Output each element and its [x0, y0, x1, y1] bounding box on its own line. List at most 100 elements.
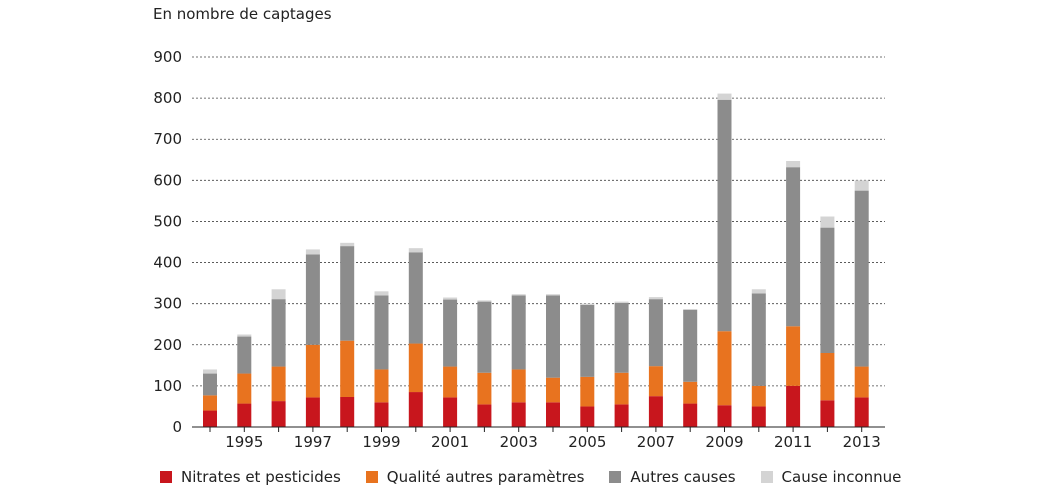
y-tick-label: 200	[153, 336, 182, 354]
bar-segment-qualite	[546, 377, 560, 403]
bar-segment-autres	[580, 304, 595, 377]
legend-item-qualite: Qualité autres paramètres	[365, 468, 585, 486]
bar-segment-nitrates	[477, 404, 492, 427]
bar-segment-autres	[408, 252, 423, 344]
bar-segment-qualite	[683, 381, 698, 404]
bar-segment-qualite	[820, 353, 835, 401]
bar-segment-qualite	[237, 373, 252, 404]
bar-segment-autres	[546, 295, 560, 378]
bar-segment-qualite	[717, 331, 732, 406]
legend-swatch-inconnue	[760, 471, 773, 483]
legend-label-inconnue: Cause inconnue	[781, 468, 902, 486]
bar-segment-nitrates	[374, 402, 389, 427]
legend-swatch-autres	[609, 471, 622, 483]
bar-segment-qualite	[614, 372, 629, 405]
bar-segment-autres	[614, 302, 629, 373]
legend-label-nitrates: Nitrates et pesticides	[181, 468, 341, 486]
bar-segment-autres	[717, 99, 732, 332]
bar-segment-inconnue	[717, 93, 732, 100]
x-tick-label: 1995	[225, 433, 263, 451]
bar-segment-autres	[374, 295, 389, 370]
bar-segment-qualite	[203, 395, 217, 411]
y-tick-label: 100	[153, 377, 182, 395]
bar-segment-inconnue	[820, 216, 835, 228]
bar-segment-inconnue	[580, 303, 595, 305]
bar-segment-inconnue	[374, 291, 389, 296]
bar-segment-autres	[854, 190, 869, 367]
bar-segment-inconnue	[271, 289, 286, 300]
bar-segment-qualite	[786, 326, 801, 386]
bar-segment-nitrates	[580, 406, 595, 427]
bar-segment-autres	[820, 227, 835, 353]
legend-label-autres: Autres causes	[630, 468, 736, 486]
bar-segment-nitrates	[683, 403, 698, 427]
bar-segment-qualite	[408, 343, 423, 393]
y-tick-label: 800	[153, 89, 182, 107]
bar-segment-inconnue	[443, 297, 458, 300]
bar-segment-qualite	[340, 340, 355, 397]
bar-segment-qualite	[477, 372, 492, 405]
x-tick-label: 1997	[294, 433, 332, 451]
bar-segment-autres	[511, 295, 526, 370]
bar-segment-nitrates	[614, 404, 629, 427]
bar-segment-inconnue	[203, 369, 217, 374]
x-tick-label: 1999	[362, 433, 400, 451]
x-tick-label: 2005	[568, 433, 606, 451]
y-tick-label: 400	[153, 254, 182, 272]
bar-segment-nitrates	[203, 410, 217, 427]
y-tick-label: 900	[153, 48, 182, 66]
bar-segment-nitrates	[717, 405, 732, 427]
x-tick-label: 2007	[637, 433, 675, 451]
bar-segment-nitrates	[786, 385, 801, 427]
bar-segment-nitrates	[751, 406, 766, 427]
bar-segment-inconnue	[683, 309, 698, 310]
bar-segment-autres	[271, 299, 286, 367]
y-tick-label: 300	[153, 295, 182, 313]
bar-segment-qualite	[511, 369, 526, 403]
legend-swatch-nitrates	[160, 471, 172, 483]
bar-segment-nitrates	[546, 402, 560, 427]
bar-segment-nitrates	[648, 396, 663, 427]
bar-segment-autres	[203, 373, 217, 396]
bar-segment-nitrates	[854, 397, 869, 427]
y-tick-label: 500	[153, 212, 182, 230]
bar-segment-inconnue	[854, 180, 869, 191]
bar-segment-nitrates	[305, 397, 320, 427]
y-tick-label: 700	[153, 130, 182, 148]
bar-segment-qualite	[580, 376, 595, 407]
bar-segment-autres	[751, 293, 766, 386]
bar-segment-qualite	[271, 366, 286, 402]
legend-label-qualite: Qualité autres paramètres	[386, 468, 585, 486]
x-tick-label: 2013	[843, 433, 881, 451]
bar-segment-inconnue	[305, 249, 320, 255]
bar-segment-inconnue	[340, 242, 355, 247]
bar-segment-autres	[340, 246, 355, 341]
legend-item-nitrates: Nitrates et pesticides	[160, 468, 341, 486]
bar-segment-nitrates	[271, 401, 286, 427]
bar-segment-inconnue	[477, 300, 492, 302]
legend-item-inconnue: Cause inconnue	[760, 468, 902, 486]
legend-swatch-qualite	[365, 471, 378, 483]
bar-segment-qualite	[648, 366, 663, 397]
bar-segment-inconnue	[648, 297, 663, 300]
bar-segment-autres	[477, 301, 492, 373]
bar-segment-qualite	[443, 366, 458, 398]
bar-segment-autres	[786, 167, 801, 327]
y-axis-label: En nombre de captages	[153, 5, 332, 23]
x-tick-label: 2011	[774, 433, 812, 451]
bar-segment-qualite	[751, 385, 766, 407]
bar-segment-qualite	[305, 344, 320, 398]
bar-segment-inconnue	[237, 334, 252, 337]
x-tick-label: 2001	[431, 433, 469, 451]
x-tick-label: 2009	[705, 433, 743, 451]
bar-segment-qualite	[854, 366, 869, 398]
y-tick-label: 0	[172, 418, 182, 436]
bar-segment-autres	[683, 309, 698, 382]
x-tick-label: 2003	[500, 433, 538, 451]
bar-segment-nitrates	[443, 397, 458, 427]
bar-segment-nitrates	[820, 400, 835, 427]
bar-segment-autres	[305, 254, 320, 345]
bar-segment-autres	[443, 299, 458, 367]
bar-segment-nitrates	[408, 392, 423, 427]
bar-segment-inconnue	[511, 294, 526, 296]
